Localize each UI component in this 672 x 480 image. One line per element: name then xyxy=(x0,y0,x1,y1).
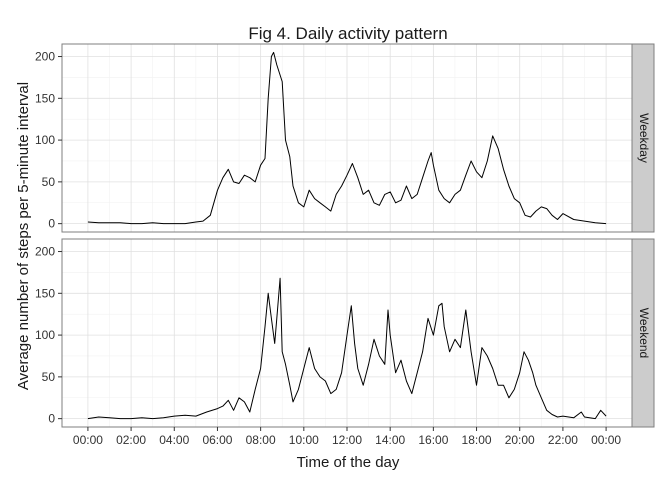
x-tick-label: 02:00 xyxy=(116,433,146,447)
x-axis: 00:00 02:00 04:00 06:00 08:00 10:00 12:00 14:00… xyxy=(73,427,621,447)
chart-title: Fig 4. Daily activity pattern xyxy=(248,24,447,43)
x-tick-label: 10:00 xyxy=(289,433,319,447)
y-tick-label: 100 xyxy=(35,328,55,342)
facet-strip-label: Weekday xyxy=(637,113,651,163)
facet-panels: 0 50 100 150 200 Weekday 0 50 100 150 200 Weekend xyxy=(35,43,655,428)
x-tick-label: 06:00 xyxy=(202,433,232,447)
y-tick-label: 150 xyxy=(35,286,55,300)
x-axis-label: Time of the day xyxy=(297,454,400,471)
y-tick-label: 50 xyxy=(42,175,56,189)
y-tick-label: 0 xyxy=(48,217,55,231)
y-tick-label: 200 xyxy=(35,50,55,64)
x-tick-label: 18:00 xyxy=(462,433,492,447)
panel-weekday: 0 50 100 150 200 Weekday xyxy=(35,43,655,233)
x-tick-label: 00:00 xyxy=(73,433,103,447)
panel-weekend: 0 50 100 150 200 Weekend xyxy=(35,238,655,428)
series-line-weekday xyxy=(87,51,607,225)
y-tick-label: 200 xyxy=(35,245,55,259)
y-tick-label: 100 xyxy=(35,133,55,147)
x-tick-label: 08:00 xyxy=(246,433,276,447)
series-line-weekend xyxy=(87,277,607,420)
x-tick-label: 14:00 xyxy=(375,433,405,447)
y-axis-label: Average number of steps per 5-minute int… xyxy=(15,82,32,390)
x-tick-label: 00:00 xyxy=(591,433,621,447)
y-tick-label: 50 xyxy=(42,370,56,384)
facet-strip xyxy=(631,238,655,428)
x-tick-label: 04:00 xyxy=(159,433,189,447)
x-tick-label: 12:00 xyxy=(332,433,362,447)
x-tick-label: 22:00 xyxy=(548,433,578,447)
facet-strip-label: Weekend xyxy=(637,308,651,358)
y-tick-label: 150 xyxy=(35,91,55,105)
x-tick-label: 20:00 xyxy=(505,433,535,447)
x-tick-label: 16:00 xyxy=(418,433,448,447)
y-tick-label: 0 xyxy=(48,412,55,426)
facet-strip xyxy=(631,43,655,233)
